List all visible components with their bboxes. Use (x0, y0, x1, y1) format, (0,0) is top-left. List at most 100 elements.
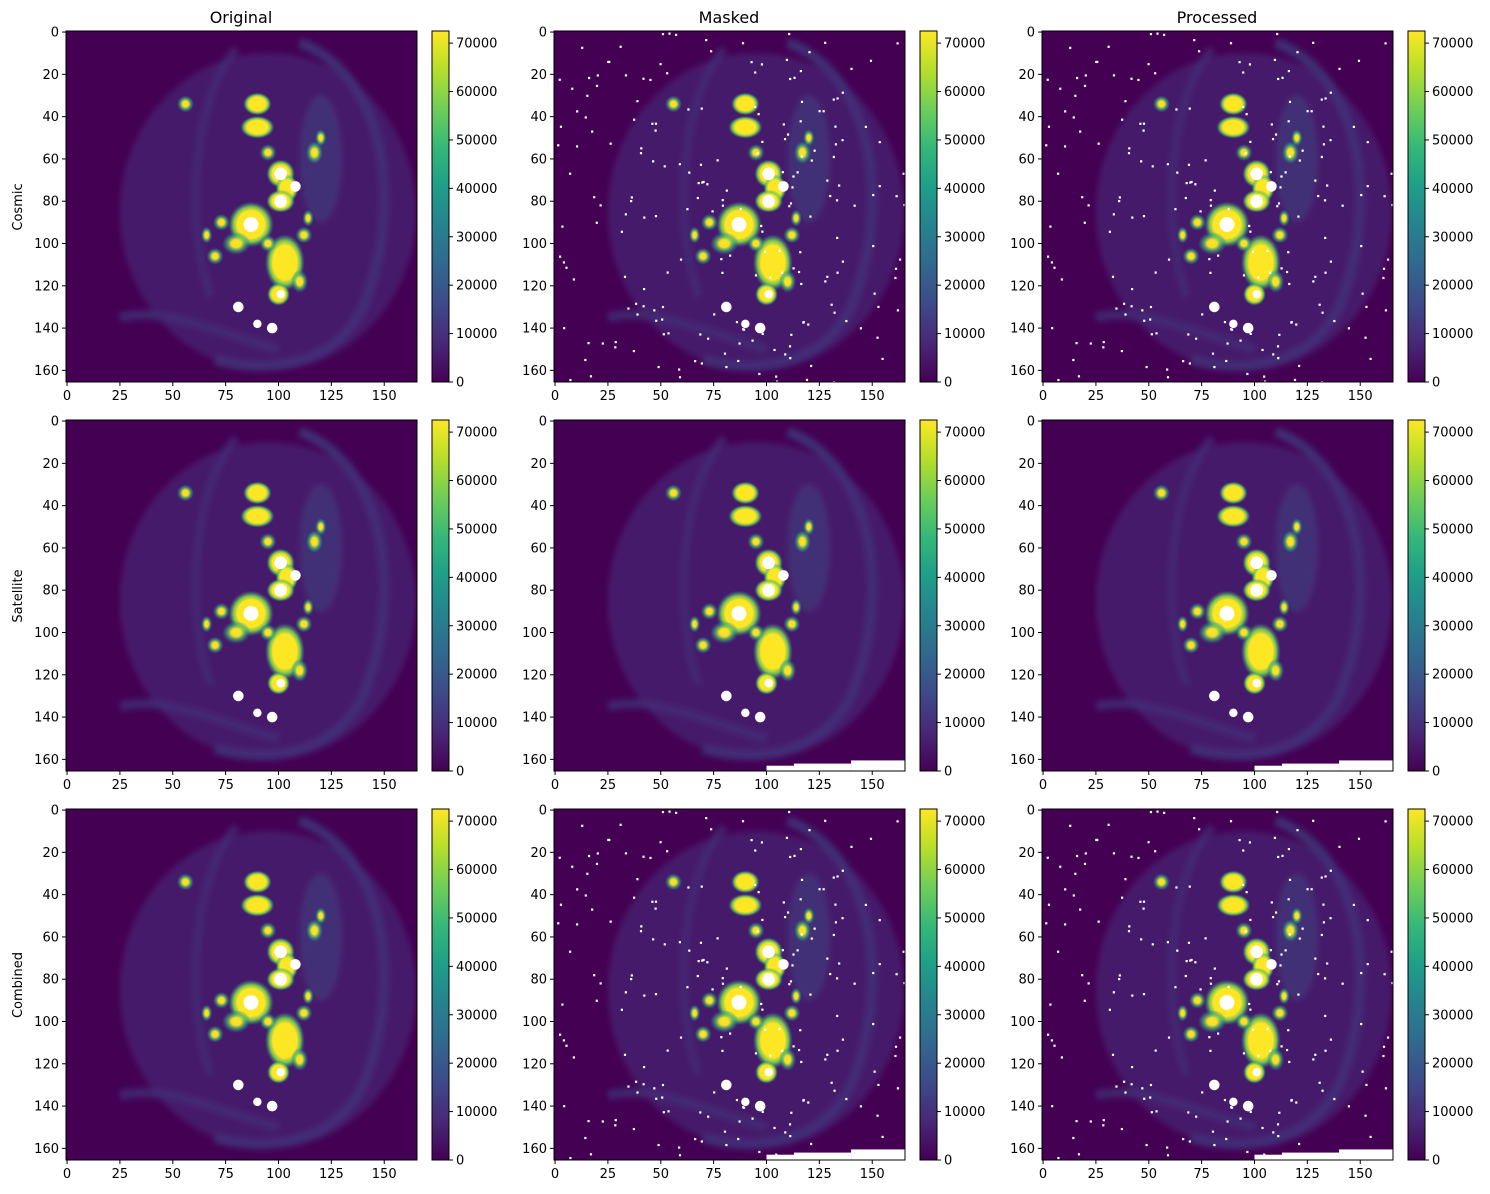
cosmic-ray-pixel (620, 230, 623, 233)
cosmic-ray-pixel (1287, 120, 1290, 123)
emission-blob (1271, 226, 1289, 244)
colorbar-tick-label: 60000 (944, 85, 985, 100)
cosmic-ray-pixel (1347, 1105, 1351, 1108)
cosmic-ray-pixel (769, 950, 773, 953)
y-tick-label: 140 (1010, 1100, 1035, 1115)
cosmic-ray-pixel (822, 888, 825, 891)
cosmic-ray-pixel (872, 193, 875, 197)
cosmic-ray-pixel (1241, 105, 1245, 108)
cosmic-ray-pixel (721, 977, 724, 980)
cosmic-ray-pixel (1145, 365, 1148, 369)
saturated-star-mask (754, 711, 766, 723)
cosmic-ray-pixel (1225, 1137, 1228, 1141)
colorbar-tick-label: 20000 (456, 279, 497, 294)
cosmic-ray-pixel (1383, 195, 1386, 198)
cosmic-ray-pixel (1056, 950, 1060, 953)
cosmic-ray-pixel (1209, 204, 1213, 207)
cosmic-ray-pixel (636, 1091, 639, 1094)
cosmic-ray-pixel (1057, 378, 1060, 382)
cosmic-ray-pixel (1163, 33, 1166, 36)
emission-blob (302, 987, 314, 1005)
emission-blob (315, 907, 327, 925)
cosmic-ray-pixel (667, 332, 670, 335)
cosmic-ray-pixel (1154, 1049, 1157, 1052)
emission-blob (747, 1012, 765, 1031)
colorbar-tick-label: 70000 (944, 426, 985, 441)
cosmic-ray-pixel (898, 258, 902, 261)
x-tick-label: 150 (860, 389, 885, 404)
cosmic-ray-pixel (1320, 155, 1323, 159)
cosmic-ray-pixel (707, 337, 710, 340)
cosmic-ray-pixel (1139, 900, 1142, 903)
emission-blob (305, 530, 324, 553)
cosmic-ray-pixel (1188, 885, 1191, 888)
cosmic-ray-pixel (1329, 91, 1332, 94)
colorbar-tick-label: 10000 (1432, 327, 1473, 342)
cosmic-ray-pixel (1280, 175, 1283, 178)
cosmic-ray-pixel (624, 852, 628, 855)
cosmic-ray-pixel (739, 207, 742, 211)
cosmic-ray-pixel (1322, 921, 1326, 924)
emission-blob (1219, 481, 1248, 505)
emission-blob (259, 533, 277, 551)
colorbar-tick-label: 30000 (944, 1008, 985, 1023)
x-tick-label: 0 (1039, 778, 1047, 793)
cosmic-ray-pixel (1384, 820, 1387, 823)
cosmic-ray-pixel (876, 1114, 879, 1117)
cosmic-ray-pixel (1102, 1124, 1105, 1127)
cosmic-ray-pixel (1317, 972, 1320, 976)
y-tick-label: 160 (34, 364, 59, 379)
emission-blob (1197, 621, 1227, 644)
cosmic-ray-pixel (1266, 249, 1269, 253)
cosmic-ray-pixel (1369, 1135, 1372, 1139)
cosmic-ray-pixel (1366, 919, 1369, 922)
cosmic-ray-pixel (1120, 1127, 1123, 1131)
emission-blob (747, 623, 765, 642)
cosmic-ray-pixel (630, 200, 633, 203)
heatmap-image (66, 420, 417, 771)
cosmic-ray-pixel (1124, 1091, 1127, 1094)
cosmic-ray-pixel (678, 1146, 681, 1149)
cosmic-ray-pixel (760, 1002, 763, 1006)
cosmic-ray-pixel (751, 1117, 754, 1120)
cosmic-ray-pixel (1115, 1085, 1118, 1088)
cosmic-ray-pixel (1208, 258, 1211, 261)
cosmic-ray-pixel (1075, 76, 1079, 80)
cosmic-ray-pixel (1329, 139, 1332, 142)
y-tick-label: 40 (42, 499, 59, 514)
cosmic-ray-pixel (789, 855, 792, 859)
emission-blob (212, 602, 230, 620)
cosmic-ray-pixel (1263, 1153, 1266, 1156)
cosmic-ray-pixel (1314, 275, 1317, 278)
cosmic-ray-pixel (1155, 1110, 1158, 1113)
saturated-star-mask (778, 570, 789, 581)
y-tick-label: 40 (42, 110, 59, 125)
cosmic-ray-pixel (1382, 1054, 1385, 1058)
cosmic-ray-pixel (1352, 903, 1355, 906)
cosmic-ray-pixel (782, 123, 785, 126)
cosmic-ray-pixel (1297, 215, 1300, 218)
cosmic-ray-pixel (1166, 368, 1169, 371)
cosmic-ray-pixel (756, 930, 759, 933)
saturated-star-mask (1252, 290, 1261, 299)
emission-blob (212, 213, 230, 231)
cosmic-ray-pixel (700, 107, 703, 110)
cosmic-ray-pixel (1320, 933, 1323, 937)
cosmic-ray-pixel (1046, 78, 1049, 81)
cosmic-ray-pixel (1174, 208, 1177, 211)
cosmic-ray-pixel (1269, 271, 1272, 274)
cosmic-ray-pixel (1064, 888, 1067, 891)
cosmic-ray-pixel (697, 182, 700, 185)
cosmic-ray-pixel (1077, 1153, 1081, 1156)
cosmic-ray-pixel (754, 71, 757, 74)
cosmic-ray-pixel (1209, 977, 1212, 980)
cosmic-ray-pixel (716, 937, 719, 940)
cosmic-ray-pixel (700, 362, 703, 365)
colorbar-tick-label: 10000 (456, 327, 497, 342)
cosmic-ray-pixel (575, 923, 579, 926)
cosmic-ray-pixel (623, 1053, 627, 1056)
cosmic-ray-pixel (807, 1101, 810, 1104)
cosmic-ray-pixel (1321, 1089, 1324, 1092)
cosmic-ray-pixel (1277, 357, 1280, 360)
emission-blob (793, 530, 812, 553)
